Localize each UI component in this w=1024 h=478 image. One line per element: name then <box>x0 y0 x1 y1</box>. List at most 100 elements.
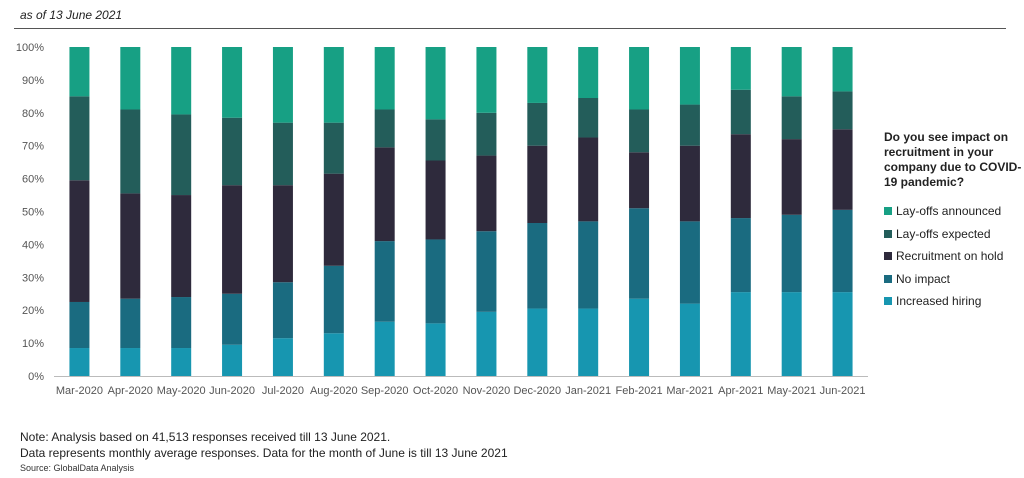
x-tick-label: Sep-2020 <box>361 385 409 397</box>
legend-label: Increased hiring <box>896 294 982 309</box>
x-tick-label: Oct-2020 <box>413 385 458 397</box>
bar-segment <box>730 134 751 219</box>
x-tick-label: Jul-2020 <box>262 385 304 397</box>
x-tick-label: Nov-2020 <box>463 385 511 397</box>
bar-segment <box>171 195 192 298</box>
bar-segment <box>425 323 446 376</box>
bar-segment <box>425 119 446 161</box>
chart-note: Note: Analysis based on 41,513 responses… <box>20 430 508 461</box>
bar-segment <box>272 338 293 376</box>
bar-segment <box>578 137 599 222</box>
bar-segment <box>781 214 802 293</box>
bar-segment <box>629 47 650 110</box>
note-line-1: Note: Analysis based on 41,513 responses… <box>20 430 391 444</box>
bar-segment <box>527 308 548 376</box>
chart-legend: Do you see impact on recruitment in your… <box>884 130 1024 313</box>
bar-segment <box>730 218 751 293</box>
bar-segment <box>120 193 141 299</box>
legend-item: Lay-offs expected <box>884 223 1024 246</box>
bar-segment <box>832 129 853 210</box>
bar-segment <box>272 282 293 339</box>
bar-segment <box>171 348 192 376</box>
bar-segment <box>578 308 599 376</box>
bar-segment <box>171 47 192 115</box>
legend-label: Lay-offs announced <box>896 204 1002 219</box>
note-line-2: Data represents monthly average response… <box>20 445 508 460</box>
stacked-bar-chart: 0% 10% 20% 30% 40% 50% 60% 70% 80% 90% 100% Mar-202… <box>16 42 868 397</box>
bar-segment <box>272 47 293 123</box>
bar-segment <box>476 47 497 113</box>
as-of-date-label: as of 13 June 2021 <box>20 8 123 22</box>
bar-segment <box>679 221 700 304</box>
bar-segment <box>476 311 497 376</box>
y-tick-label: 10% <box>22 338 44 350</box>
x-tick-label: May-2020 <box>157 385 206 397</box>
legend-swatch <box>884 207 892 216</box>
legend-label: No impact <box>896 271 951 286</box>
bar-segment <box>730 292 751 376</box>
bar-segment <box>120 47 141 110</box>
bar-segment <box>832 91 853 130</box>
bar-segment <box>69 348 90 376</box>
bar-segment <box>527 223 548 309</box>
bar-segment <box>374 147 395 242</box>
bar-segment <box>832 292 853 376</box>
legend-item: Recruitment on hold <box>884 245 1024 268</box>
bar-segment <box>578 98 599 138</box>
bar-segment <box>730 47 751 90</box>
y-tick-label: 100% <box>16 42 44 54</box>
y-tick-label: 30% <box>22 272 44 284</box>
bar-segment <box>69 301 90 349</box>
bar-segment <box>374 109 395 148</box>
legend-swatch <box>884 274 892 283</box>
bar-segment <box>120 109 141 194</box>
bar-segment <box>679 145 700 222</box>
x-tick-label: Jun-2020 <box>209 385 255 397</box>
bar-segment <box>476 112 497 156</box>
bar-segment <box>323 333 344 376</box>
bar-segment <box>476 155 497 232</box>
source-label: Source: GlobalData Analysis <box>20 463 135 473</box>
bar-segment <box>578 221 599 309</box>
bar-segment <box>476 231 497 312</box>
bar-segment <box>730 89 751 135</box>
bar-segment <box>374 321 395 376</box>
bar-segment <box>527 47 548 103</box>
bar-segment <box>69 180 90 302</box>
x-tick-label: Apr-2021 <box>718 385 763 397</box>
x-tick-label: Apr-2020 <box>108 385 153 397</box>
bar-segment <box>374 241 395 322</box>
y-tick-label: 40% <box>22 239 44 251</box>
bar-segment <box>629 109 650 153</box>
legend-item: No impact <box>884 268 1024 291</box>
bar-segment <box>527 145 548 224</box>
legend-swatch <box>884 297 892 306</box>
legend-item: Lay-offs announced <box>884 200 1024 223</box>
bar-segment <box>120 298 141 349</box>
bar-segment <box>323 122 344 174</box>
bar-segment <box>323 265 344 334</box>
bar-segment <box>120 348 141 376</box>
bar-segment <box>222 117 243 186</box>
y-tick-label: 80% <box>22 108 44 120</box>
bar-segment <box>69 96 90 181</box>
legend-label: Recruitment on hold <box>896 249 1004 264</box>
y-tick-label: 60% <box>22 174 44 186</box>
bar-segment <box>781 292 802 376</box>
bar-segment <box>425 160 446 240</box>
bar-segment <box>222 47 243 118</box>
bar-segment <box>222 185 243 294</box>
bar-segment <box>69 47 90 97</box>
bar-segment <box>425 239 446 324</box>
bar-segment <box>679 303 700 376</box>
bar-segment <box>323 173 344 266</box>
y-tick-label: 0% <box>28 371 44 383</box>
y-tick-label: 50% <box>22 207 44 219</box>
bar-segment <box>629 208 650 299</box>
legend-swatch <box>884 252 892 261</box>
bar-segment <box>222 344 243 376</box>
bar-segment <box>222 293 243 345</box>
y-tick-label: 70% <box>22 141 44 153</box>
bar-segment <box>171 297 192 349</box>
bar-segment <box>272 122 293 186</box>
